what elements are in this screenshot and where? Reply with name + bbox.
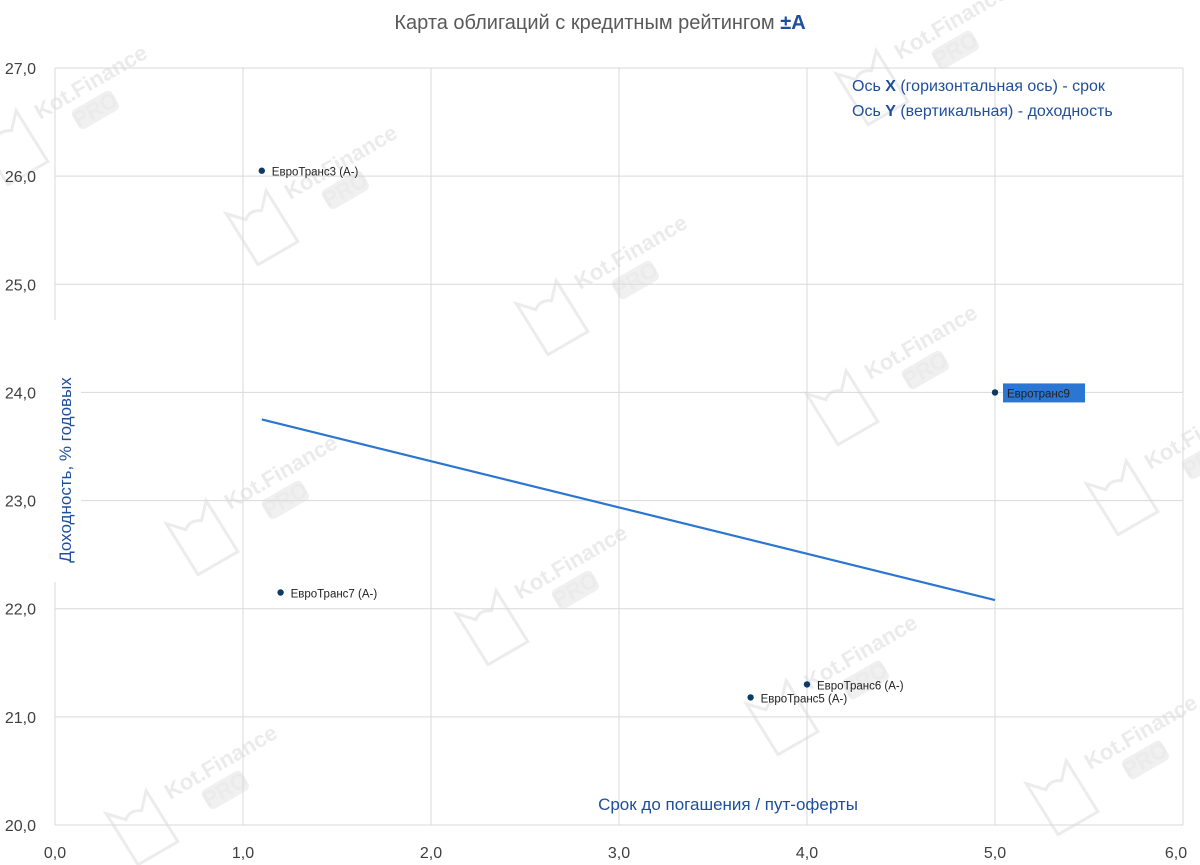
x-tick-label: 6,0 <box>1165 845 1187 862</box>
trend-line <box>261 418 996 602</box>
x-tick-label: 4,0 <box>796 845 818 862</box>
data-point <box>747 694 754 701</box>
x-tick-label: 0,0 <box>44 845 66 862</box>
chart-title-main: Карта облигаций с кредитным рейтингом <box>394 12 780 34</box>
watermark-badge <box>901 350 949 390</box>
y-tick-label: 21,0 <box>5 710 36 727</box>
watermark-badge <box>611 260 659 300</box>
watermark-badge <box>841 660 889 700</box>
chart-title-bold: ±А <box>780 12 805 34</box>
tick-labels: 0,0 1,0 2,0 3,0 4,0 5,0 6,0 20,0 21,0 22,0 23,0 24,… <box>5 61 1187 862</box>
x-tick-label: 3,0 <box>608 845 630 862</box>
legend-y-bold: Y <box>885 103 896 120</box>
data-point <box>991 389 999 396</box>
watermark-cat-icon <box>222 186 300 267</box>
y-tick-label: 24,0 <box>5 385 36 402</box>
x-tick-label: 5,0 <box>984 845 1006 862</box>
watermark-cat-icon <box>102 786 180 865</box>
trendline <box>261 418 996 602</box>
axis-legend: Ось X (горизонтальная ось) - срок Ось Y … <box>852 78 1113 120</box>
watermark-badge <box>201 770 249 810</box>
legend-x-bold: X <box>885 78 896 95</box>
legend-line-x: Ось X (горизонтальная ось) - срок <box>852 78 1106 95</box>
legend-y-prefix: Ось <box>852 103 885 120</box>
watermark-cat-icon <box>512 276 590 357</box>
watermark-badge <box>551 570 599 610</box>
legend-x-prefix: Ось <box>852 78 885 95</box>
data-point <box>277 589 284 596</box>
legend-y-suffix: (вертикальная) - доходность <box>896 103 1113 120</box>
y-tick-label: 25,0 <box>5 277 36 294</box>
watermark-badge <box>1121 740 1169 780</box>
watermark-badge <box>1181 440 1200 480</box>
watermark-badge <box>321 170 369 210</box>
point-label: ЕвроТранс3 (A-) <box>272 167 359 179</box>
y-axis-label-wrap: Доходность, % годовых <box>51 320 81 582</box>
watermark-cat-icon <box>742 676 820 757</box>
watermark-cat-icon <box>802 366 880 447</box>
y-axis-label: Доходность, % годовых <box>56 377 75 563</box>
point-label: ЕвроТранс5 (A-) <box>761 693 848 705</box>
highlight-label-bg <box>1003 383 1085 403</box>
y-tick-label: 27,0 <box>5 61 36 78</box>
data-points: ЕвроТранс3 (A-) ЕвроТранс7 (A-) ЕвроТранс6… <box>258 167 1085 705</box>
watermark-badge <box>71 90 119 130</box>
watermark-badge <box>931 30 979 70</box>
y-tick-label: 20,0 <box>5 818 36 835</box>
watermark-badge <box>261 480 309 520</box>
chart-title: Карта облигаций с кредитным рейтингом ±А <box>394 12 805 34</box>
grid <box>54 67 1184 826</box>
watermark-cat-icon <box>1082 456 1160 537</box>
y-tick-label: 26,0 <box>5 169 36 186</box>
watermark-cat-icon <box>452 586 530 667</box>
x-tick-label: 2,0 <box>420 845 442 862</box>
point-label: ЕвроТранс6 (A-) <box>817 680 904 692</box>
watermark-cat-icon <box>0 106 50 187</box>
y-tick-label: 23,0 <box>5 494 36 511</box>
point-label: Евротранс9 <box>1007 388 1070 400</box>
x-axis-label: Срок до погашения / пут-оферты <box>598 795 858 814</box>
watermark-cat-icon <box>162 496 240 577</box>
legend-x-suffix: (горизонтальная ось) - срок <box>896 78 1106 95</box>
data-point <box>803 681 811 688</box>
legend-line-y: Ось Y (вертикальная) - доходность <box>852 103 1113 120</box>
x-tick-label: 1,0 <box>232 845 254 862</box>
watermark-cat-icon <box>832 46 910 127</box>
data-point <box>258 167 265 174</box>
watermark-cat-icon <box>1022 756 1100 837</box>
y-tick-label: 22,0 <box>5 602 36 619</box>
point-label: ЕвроТранс7 (A-) <box>291 588 378 600</box>
